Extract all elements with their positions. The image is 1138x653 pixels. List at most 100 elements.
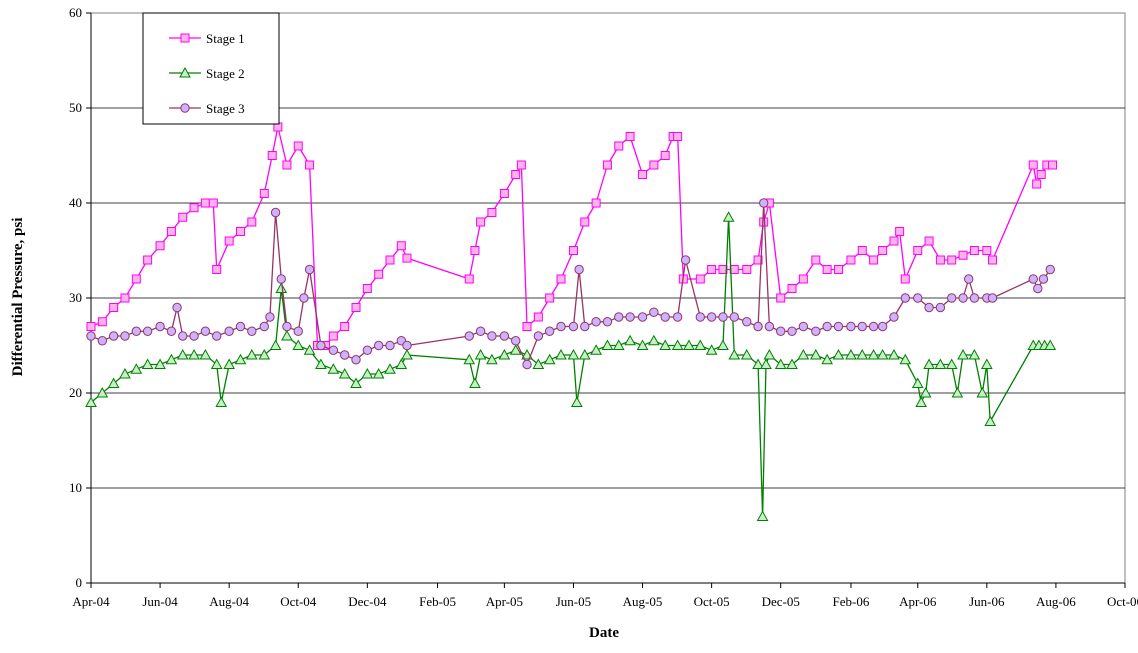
data-point <box>947 293 957 303</box>
data-point <box>590 344 602 355</box>
data-point <box>463 353 476 365</box>
data-point <box>259 321 269 332</box>
data-point <box>235 321 246 332</box>
data-point <box>362 284 372 293</box>
data-point <box>945 358 958 369</box>
data-point <box>97 336 108 346</box>
data-point <box>935 255 945 265</box>
data-point <box>958 250 968 260</box>
data-point <box>602 317 613 327</box>
data-point <box>625 312 635 322</box>
data-point <box>947 255 957 265</box>
data-point <box>143 255 153 265</box>
series-3 <box>86 198 1055 370</box>
x-tick-label: Apr-05 <box>486 594 523 609</box>
data-point <box>522 322 532 331</box>
legend-marker <box>179 66 191 78</box>
data-point <box>85 396 97 407</box>
data-point <box>695 274 705 284</box>
data-point <box>499 331 510 341</box>
data-point <box>987 255 997 265</box>
x-tick-label: Dec-05 <box>762 594 800 609</box>
data-point <box>1028 274 1038 284</box>
data-point <box>877 321 888 332</box>
data-point <box>176 348 189 360</box>
data-point <box>303 344 316 355</box>
data-point <box>395 358 408 369</box>
data-point <box>1036 170 1046 179</box>
plot-series <box>85 122 1058 521</box>
data-point <box>822 321 832 332</box>
data-point <box>532 358 545 369</box>
data-point <box>919 386 932 398</box>
legend-label: Stage 1 <box>206 31 245 46</box>
data-point <box>328 345 339 355</box>
data-point <box>797 348 810 360</box>
data-point <box>464 274 474 284</box>
data-point <box>821 353 833 365</box>
data-point <box>166 227 176 236</box>
data-point <box>580 217 590 227</box>
data-point <box>282 160 292 170</box>
x-tick-label: Feb-06 <box>833 594 870 609</box>
data-point <box>764 321 775 332</box>
data-point <box>705 344 718 355</box>
data-point <box>247 326 257 336</box>
data-point <box>889 236 899 246</box>
data-point <box>774 358 787 369</box>
data-point <box>759 217 769 227</box>
data-point <box>109 303 119 312</box>
data-point <box>172 302 182 313</box>
data-point <box>281 329 293 341</box>
data-point <box>200 198 210 208</box>
data-point <box>683 339 695 350</box>
data-point <box>742 265 752 274</box>
data-point <box>964 274 974 284</box>
data-point <box>373 340 384 351</box>
data-point <box>637 312 648 322</box>
x-tick-label: Aug-06 <box>1036 594 1076 609</box>
data-point <box>556 274 566 284</box>
data-point <box>545 293 555 303</box>
data-point <box>876 348 889 360</box>
data-point <box>649 160 659 170</box>
data-point <box>1038 274 1049 284</box>
data-point <box>267 151 277 160</box>
data-point <box>924 236 934 246</box>
data-point <box>522 359 532 370</box>
legend-label: Stage 3 <box>206 101 245 116</box>
data-point <box>188 348 200 360</box>
data-point <box>305 160 315 170</box>
y-tick-label: 10 <box>69 480 82 495</box>
data-point <box>951 386 964 398</box>
series-2 <box>85 211 1057 521</box>
data-point <box>571 396 583 407</box>
x-tick-label: Oct-04 <box>280 594 317 609</box>
data-point <box>809 348 822 360</box>
data-point <box>822 265 832 274</box>
y-tick-label: 20 <box>69 385 82 400</box>
data-point <box>625 132 635 141</box>
data-point <box>660 151 670 160</box>
x-tick-label: Apr-06 <box>899 594 937 609</box>
data-point <box>753 255 763 265</box>
data-point <box>178 212 188 222</box>
data-point <box>833 321 844 332</box>
data-point <box>1048 160 1058 170</box>
data-point <box>868 321 879 332</box>
data-point <box>328 331 338 341</box>
data-point <box>142 326 153 336</box>
data-point <box>649 307 659 317</box>
data-point <box>935 302 946 313</box>
data-point <box>155 321 165 332</box>
data-point <box>234 353 247 365</box>
x-tick-label: Jun-06 <box>969 594 1005 609</box>
data-point <box>580 321 590 332</box>
data-point <box>119 367 131 379</box>
data-point <box>475 326 486 336</box>
data-point <box>265 312 275 322</box>
data-point <box>680 255 691 265</box>
legend-marker <box>180 33 190 43</box>
data-point <box>510 336 521 346</box>
data-point <box>385 255 395 265</box>
